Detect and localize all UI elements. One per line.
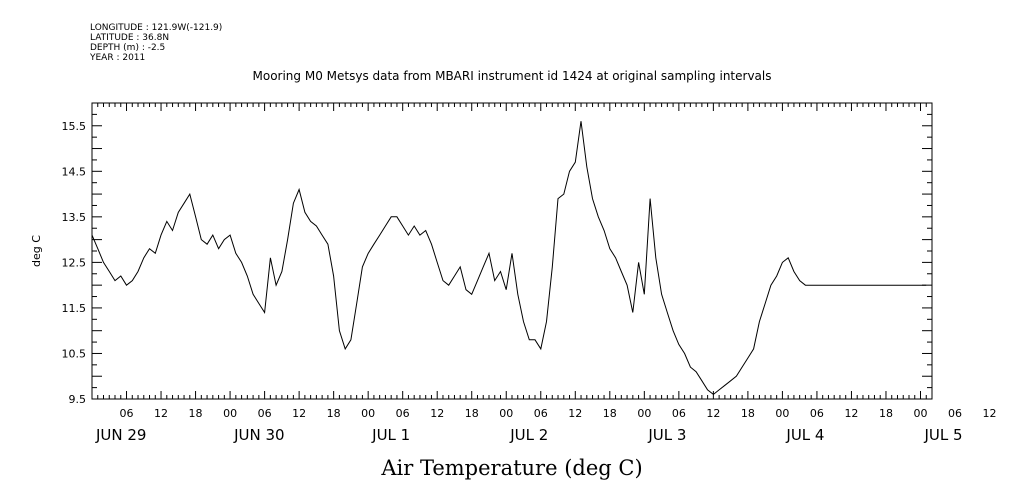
header-block: LONGITUDE : 121.9W(-121.9) LATITUDE : 36… bbox=[89, 23, 222, 63]
x-hour-label: 12 bbox=[568, 407, 582, 420]
x-hour-label: 06 bbox=[534, 407, 548, 420]
y-tick-label: 9.5 bbox=[69, 393, 87, 406]
x-hour-label: 06 bbox=[810, 407, 824, 420]
x-day-label: JUL 2 bbox=[509, 426, 548, 444]
x-axis-title: Air Temperature (deg C) bbox=[380, 456, 642, 480]
x-hour-label: 18 bbox=[327, 407, 341, 420]
x-day-label: JUL 3 bbox=[647, 426, 686, 444]
x-hour-label: 06 bbox=[120, 407, 134, 420]
x-hour-label: 00 bbox=[499, 407, 513, 420]
x-hour-label: 12 bbox=[154, 407, 168, 420]
x-hour-label: 00 bbox=[775, 407, 789, 420]
y-tick-label: 11.5 bbox=[62, 302, 87, 315]
header-latitude: LATITUDE : 36.8N bbox=[90, 33, 169, 43]
plot-frame bbox=[91, 102, 933, 400]
x-day-label: JUL 4 bbox=[785, 426, 824, 444]
x-day-label: JUL 1 bbox=[371, 426, 410, 444]
series-line-0 bbox=[91, 121, 927, 396]
x-hour-label: 06 bbox=[948, 407, 962, 420]
y-tick-label: 13.5 bbox=[62, 211, 87, 224]
chart-title: Mooring M0 Metsys data from MBARI instru… bbox=[253, 69, 772, 83]
x-day-label: JUL 5 bbox=[923, 426, 962, 444]
y-tick-label: 10.5 bbox=[62, 347, 87, 360]
y-tick-label: 15.5 bbox=[62, 120, 87, 133]
x-hour-label: 00 bbox=[223, 407, 237, 420]
x-hour-label: 12 bbox=[983, 407, 997, 420]
x-hour-label: 12 bbox=[292, 407, 306, 420]
header-year: YEAR : 2011 bbox=[89, 53, 145, 63]
x-hour-label: 18 bbox=[603, 407, 617, 420]
x-hour-label: 06 bbox=[672, 407, 686, 420]
header-depth: DEPTH (m) : -2.5 bbox=[90, 43, 165, 53]
x-hour-label: 00 bbox=[361, 407, 375, 420]
x-hour-label: 12 bbox=[706, 407, 720, 420]
x-day-label: JUN 29 bbox=[95, 426, 146, 444]
y-tick-label: 12.5 bbox=[62, 256, 87, 269]
x-hour-label: 18 bbox=[189, 407, 203, 420]
x-hour-label: 00 bbox=[913, 407, 927, 420]
x-axis: 06 12 18 00 06 12 18 00 06 12 18 00 06 12 18 00 06 12 18 00… bbox=[91, 103, 997, 444]
header-longitude: LONGITUDE : 121.9W(-121.9) bbox=[90, 23, 222, 33]
y-tick-label: 14.5 bbox=[62, 165, 87, 178]
x-hour-label: 00 bbox=[637, 407, 651, 420]
series-layer bbox=[91, 121, 927, 396]
y-axis: 9.5 10.5 11.5 12.5 13.5 14.5 15.5 bbox=[62, 102, 932, 406]
x-hour-label: 18 bbox=[879, 407, 893, 420]
y-axis-title: deg C bbox=[30, 235, 43, 267]
x-hour-label: 06 bbox=[396, 407, 410, 420]
x-day-label: JUN 30 bbox=[233, 426, 284, 444]
x-hour-label: 18 bbox=[741, 407, 755, 420]
x-hour-label: 06 bbox=[258, 407, 272, 420]
x-hour-label: 12 bbox=[844, 407, 858, 420]
x-hour-label: 12 bbox=[430, 407, 444, 420]
x-hour-label: 18 bbox=[465, 407, 479, 420]
